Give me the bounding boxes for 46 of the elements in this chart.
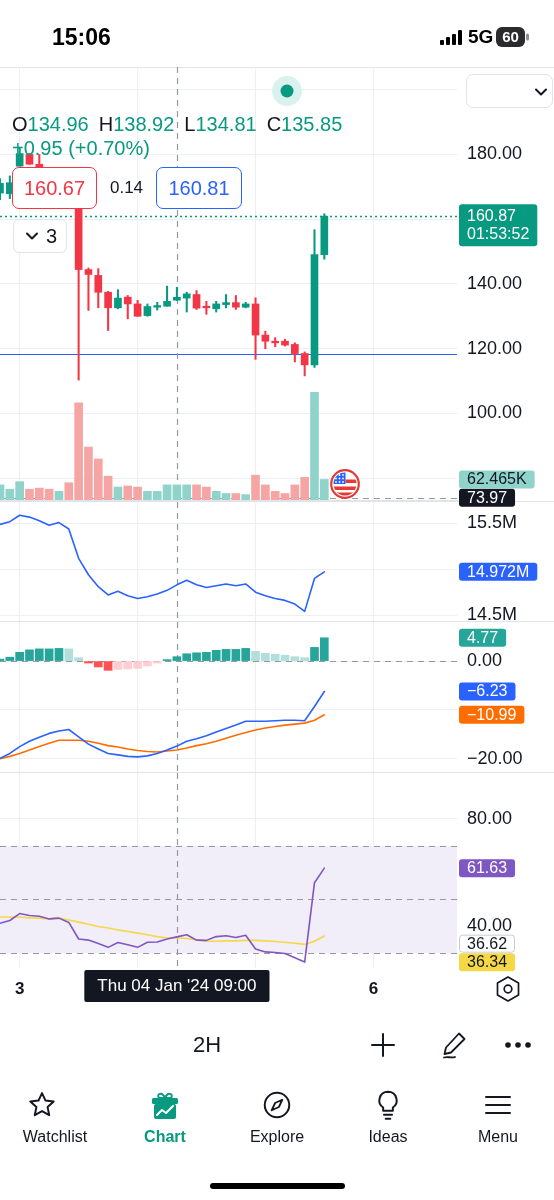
annotation: C135.85: [266, 112, 343, 135]
annotation: O134.96: [12, 112, 89, 135]
ref-line-label: 73.97: [467, 488, 508, 506]
text: Chart: [144, 1128, 186, 1145]
text: Ideas: [368, 1128, 408, 1145]
text: 2H: [193, 1032, 222, 1058]
price-button: 160.67: [12, 167, 97, 209]
text: Watchlist: [22, 1128, 88, 1145]
text: 14.972M: [467, 562, 530, 580]
text: Explore: [249, 1128, 305, 1145]
text: −10.99: [467, 705, 517, 723]
text: 4.77: [467, 628, 499, 646]
y-tick-label: 40.00: [467, 915, 513, 936]
annotation: 0.14: [109, 178, 144, 198]
text: −6.23: [467, 682, 508, 700]
text: +0.95 (+0.70%): [12, 135, 150, 160]
text: Menu: [477, 1128, 519, 1145]
annotation: 3: [46, 224, 58, 248]
annotation: 160.81: [168, 176, 230, 200]
ref-line-label: Thu 04 Jan '24 09:00: [97, 976, 257, 996]
y-tick-label: 180.00: [467, 143, 523, 164]
text: 5G: [468, 26, 494, 48]
y-tick-label: 0.00: [467, 650, 503, 671]
text: 61.63: [467, 859, 508, 877]
ref-line-label: 160.87 01:53:52: [467, 207, 530, 243]
price-button: 160.81: [156, 167, 242, 209]
annotation: H138.92: [98, 112, 175, 135]
bar: [231, 493, 241, 500]
bar: [54, 491, 64, 500]
text: 62.465K: [467, 470, 527, 488]
y-tick-label: 14.5M: [467, 604, 518, 625]
annotation: L134.81: [184, 112, 257, 135]
y-tick-label: −20.00: [467, 747, 523, 768]
y-tick-label: 80.00: [467, 807, 513, 828]
y-tick-label: 120.00: [467, 337, 523, 358]
text: 36.34: [467, 953, 508, 971]
annotation: 160.67: [23, 176, 86, 200]
collapse-button: 3: [13, 219, 67, 253]
y-tick-label: 100.00: [467, 402, 523, 423]
y-tick-label: 15.5M: [467, 512, 518, 533]
text: 15:06: [52, 23, 111, 51]
x-tick-label: 6: [368, 978, 379, 998]
text: 36.62: [467, 934, 508, 952]
bar: [113, 486, 123, 500]
bar: [241, 494, 251, 500]
y-tick-label: 140.00: [467, 272, 523, 293]
